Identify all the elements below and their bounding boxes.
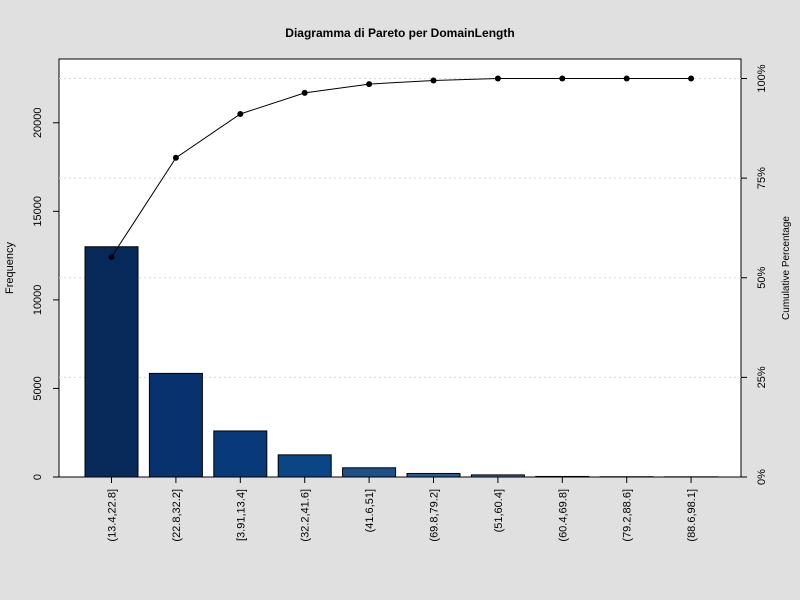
cumulative-point [301, 89, 308, 96]
bar [535, 475, 590, 478]
x-axis: (13.4,22.8] (22.8,32.2] [3.91,13.4] (32.2,4… [107, 477, 698, 542]
x-tick-label: (22.8,32.2] [171, 489, 183, 542]
x-tick-label: (13.4,22.8] [107, 489, 119, 542]
x-tick-label: (41.6,51] [364, 489, 376, 532]
y2-tick-label: 25% [756, 366, 768, 388]
x-tick-label: (69.8,79.2] [429, 489, 441, 542]
x-tick-label: (79.2,88.6] [622, 489, 634, 542]
cumulative-point [559, 75, 566, 82]
bar [406, 472, 461, 478]
y2-axis-label: Cumulative Percentage [781, 216, 792, 320]
cumulative-point [172, 154, 179, 161]
bar [213, 430, 268, 478]
cumulative-point [688, 75, 695, 82]
cumulative-point [430, 77, 437, 84]
x-tick-label: (51,60.4] [493, 489, 505, 532]
x-tick-label: (32.2,41.6] [300, 489, 312, 542]
y2-tick-label: 100% [756, 64, 768, 92]
y-tick-label: 10000 [32, 285, 44, 316]
cumulative-polyline [111, 78, 692, 258]
x-tick-label: (60.4,69.8] [557, 489, 569, 542]
chart-title: Diagramma di Pareto per DomainLength [285, 26, 514, 40]
y2-tick-label: 50% [756, 267, 768, 289]
grid-lines [59, 78, 741, 378]
y-axis-label: Frequency [4, 242, 16, 294]
y-tick-label: 15000 [32, 196, 44, 227]
cumulative-point [108, 254, 115, 261]
y2-tick-label: 75% [756, 167, 768, 189]
bar [84, 246, 139, 478]
bar [277, 454, 332, 478]
cumulative-point [494, 75, 501, 82]
cumulative-point [366, 81, 373, 88]
y2-tick-label: 0% [756, 469, 768, 485]
bar [470, 474, 525, 478]
y-tick-label: 0 [32, 474, 44, 480]
cumulative-point [237, 110, 244, 117]
cumulative-point [623, 75, 630, 82]
x-tick-label: (88.6,98.1] [686, 489, 698, 542]
bar [342, 467, 397, 478]
bar [148, 372, 203, 478]
x-tick-label: [3.91,13.4] [235, 489, 247, 541]
cumulative-line [108, 75, 695, 261]
y-tick-label: 20000 [32, 107, 44, 138]
bars [84, 246, 719, 478]
y-tick-label: 5000 [32, 376, 44, 400]
y-axis-right: 0% 25% 50% 75% 100% [741, 64, 768, 485]
y-axis-left: 0 5000 10000 15000 20000 [32, 107, 59, 480]
